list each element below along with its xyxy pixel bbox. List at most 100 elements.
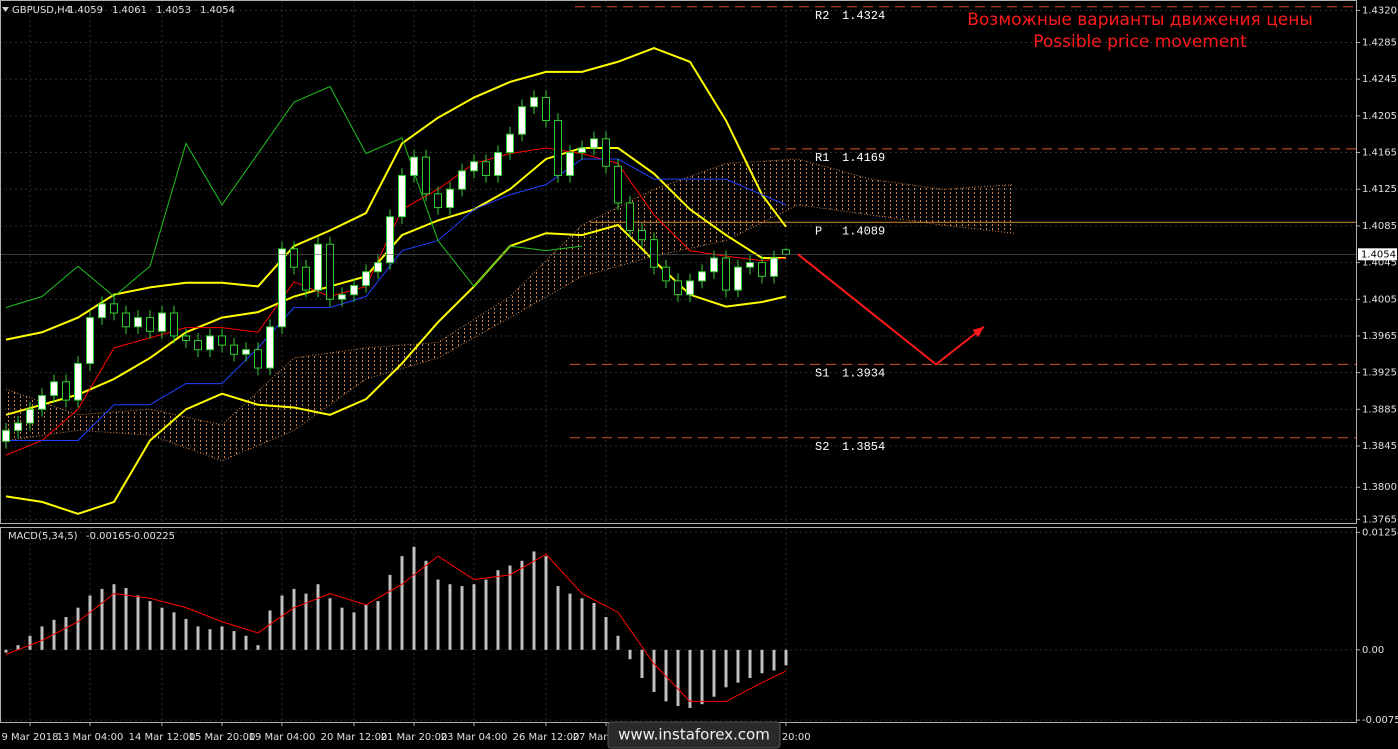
macd-bar	[592, 602, 596, 650]
macd-bar	[112, 584, 116, 650]
candle-body	[746, 262, 754, 268]
x-tick-label: 9 Mar 2018	[1, 732, 58, 743]
macd-bar	[688, 649, 692, 708]
macd-bar	[76, 607, 80, 650]
header-triangle	[2, 7, 9, 12]
candle-body	[482, 161, 490, 176]
candle-body	[662, 266, 670, 282]
indicator-line	[5, 85, 583, 308]
pivot-name: P	[815, 224, 822, 238]
candle-body	[674, 280, 682, 296]
candle-body	[626, 202, 634, 231]
candle-body	[554, 119, 562, 176]
cloud-layer	[5, 158, 1015, 462]
candle-body	[218, 335, 226, 346]
symbol: GBPUSD,H4	[12, 5, 71, 16]
candle-body	[206, 335, 214, 351]
candle-body	[254, 349, 262, 369]
macd-bar	[184, 618, 188, 650]
price-pane-frame	[0, 0, 1357, 524]
x-tick-label: 14 Mar 12:00	[129, 732, 196, 743]
y-tick-label: 1.4285	[1362, 38, 1397, 49]
y-tick-label: 1.4165	[1362, 148, 1397, 159]
macd-signal	[5, 553, 787, 702]
indicator-line	[5, 146, 786, 416]
x-tick-label: 21 Mar 20:00	[381, 732, 448, 743]
macd-bar	[40, 626, 44, 650]
candles-layer	[2, 90, 790, 449]
pivot-name: R2	[815, 9, 829, 23]
candle-body	[530, 97, 538, 108]
x-tick-label: 15 Mar 20:00	[189, 732, 256, 743]
x-tick-label: 19 Mar 04:00	[249, 732, 316, 743]
macd-bar	[4, 649, 8, 653]
candle-body	[122, 312, 130, 328]
x-tick-label: 23 Mar 04:00	[441, 732, 508, 743]
macd-bar	[532, 551, 536, 650]
macd-bar	[748, 649, 752, 678]
y-tick-label: 1.4085	[1362, 221, 1397, 232]
candle-body	[710, 257, 718, 273]
macd-signal-value: -0.00225	[130, 531, 175, 542]
indicator-line	[5, 46, 787, 341]
candle-body	[422, 156, 430, 195]
candle-body	[338, 294, 346, 300]
macd-main-value: -0.00165	[86, 531, 131, 542]
macd-bar	[640, 649, 644, 678]
candle-body	[26, 408, 34, 424]
macd-bar	[160, 607, 164, 650]
candle-body	[230, 344, 238, 355]
macd-bar	[712, 649, 716, 697]
macd-bar	[496, 570, 500, 650]
macd-bar	[568, 593, 572, 650]
x-tick-label: 27 Mar 20:00	[573, 732, 640, 743]
pivot-value: 1.3854	[842, 440, 885, 454]
candle-body	[506, 133, 514, 154]
candle-body	[470, 161, 478, 172]
x-tick-label: 13 Mar 04:00	[57, 732, 124, 743]
candle-body	[194, 340, 202, 351]
header-ohlc: 1.4053	[156, 5, 191, 16]
macd-bar	[736, 649, 740, 683]
macd-bar	[268, 610, 272, 650]
candle-body	[650, 239, 658, 268]
candle-body	[266, 326, 274, 369]
candle-body	[698, 271, 706, 282]
macd-bar	[328, 598, 332, 650]
candle-body	[134, 317, 142, 328]
y-tick-label: 1.3925	[1362, 368, 1397, 379]
macd-bar	[28, 635, 32, 650]
y-tick-label: 1.4045	[1362, 258, 1397, 269]
pivot-name: S2	[815, 440, 829, 454]
annotation-en: Possible price movement	[1033, 32, 1247, 52]
macd-bar	[544, 556, 548, 650]
y-tick-label: 1.4320	[1362, 5, 1397, 16]
macd-bar	[604, 617, 608, 650]
macd-bar	[700, 649, 704, 705]
candle-body	[158, 312, 166, 332]
macd-bar	[784, 649, 788, 666]
candle-body	[374, 262, 382, 273]
candle-body	[74, 362, 82, 401]
macd-bar	[580, 598, 584, 650]
x-tick-label: 20 Mar 12:00	[321, 732, 388, 743]
candle-body	[362, 271, 370, 287]
macd-bar	[220, 626, 224, 650]
macd-bar	[376, 601, 380, 650]
macd-bar	[664, 649, 668, 702]
y-tick-label: 1.4125	[1362, 184, 1397, 195]
x-tick-label: 26 Mar 12:00	[513, 732, 580, 743]
macd-bar	[760, 649, 764, 674]
candle-body	[458, 170, 466, 190]
indicators-layer	[4, 46, 788, 708]
candle-body	[38, 395, 46, 410]
candle-body	[446, 188, 454, 209]
watermark: www.instaforex.com	[618, 726, 770, 744]
macd-bar	[388, 574, 392, 650]
candle-body	[590, 138, 598, 149]
y-tick-label: 1.4245	[1362, 74, 1397, 85]
y-tick-label: 1.3965	[1362, 331, 1397, 342]
macd-bar	[100, 588, 104, 650]
macd-bar	[148, 601, 152, 650]
candle-body	[722, 257, 730, 291]
